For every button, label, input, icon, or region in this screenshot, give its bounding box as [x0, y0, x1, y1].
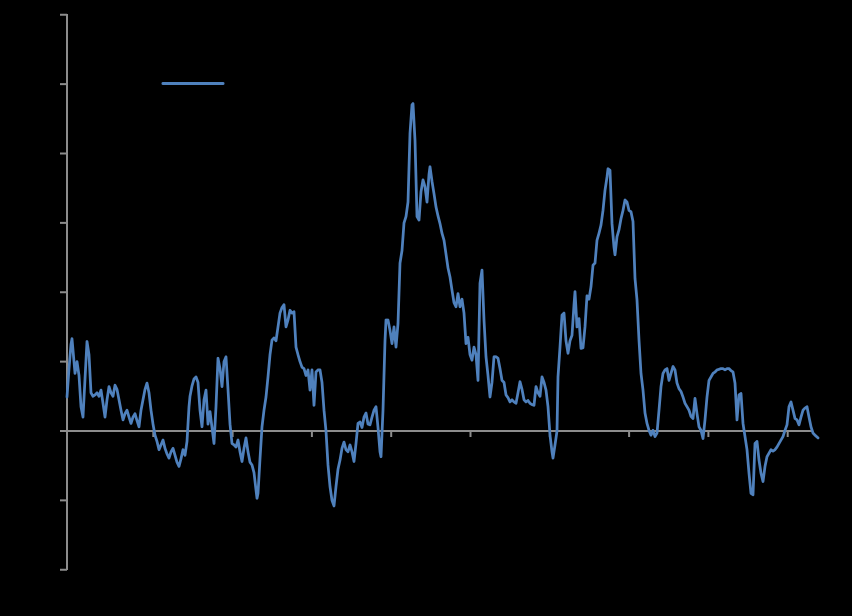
series-line	[65, 102, 820, 508]
y-axis	[60, 13, 68, 571]
data-series	[65, 102, 820, 508]
